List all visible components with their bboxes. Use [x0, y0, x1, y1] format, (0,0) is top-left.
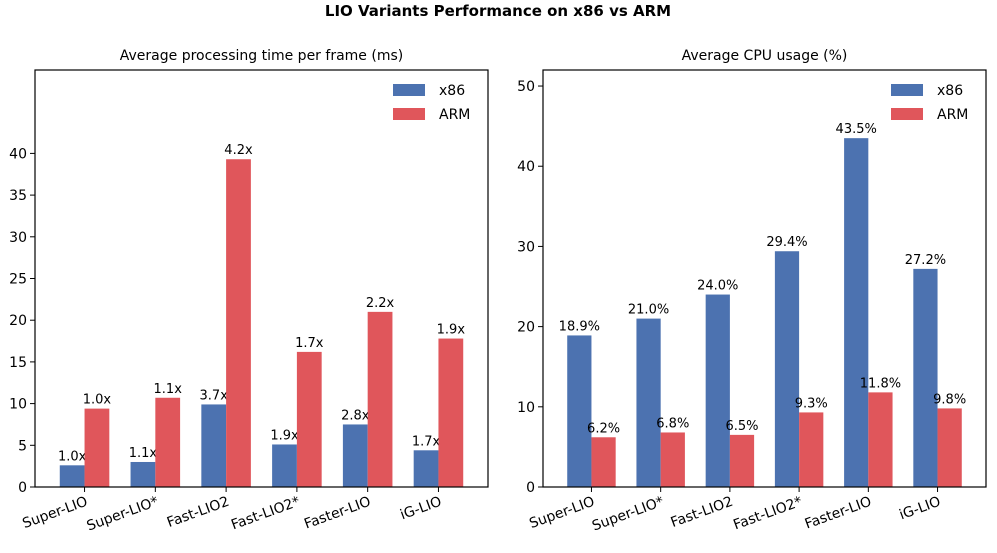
y-tick-label: 5: [18, 438, 27, 454]
legend-swatch-x86: [393, 84, 425, 96]
bar-x86: [636, 318, 661, 487]
x-tick-label: Super-LIO: [527, 494, 596, 532]
x-tick-label: iG-LIO: [897, 494, 943, 524]
y-tick-label: 0: [18, 480, 27, 496]
bar-arm: [226, 159, 251, 487]
plot-frame: [542, 69, 987, 488]
legend-label-x86: x86: [937, 83, 963, 99]
bar-value-label: 1.1x: [129, 446, 158, 461]
bar-value-label: 1.7x: [412, 434, 441, 449]
plot-frame: [34, 69, 489, 488]
bar-value-label: 6.8%: [656, 416, 689, 431]
bar-x86: [774, 251, 800, 487]
chart-title: Average CPU usage (%): [682, 48, 848, 64]
bar-arm: [729, 434, 755, 487]
bar-x86: [844, 138, 869, 488]
y-tick-label: 40: [9, 146, 27, 162]
y-tick-label: 20: [9, 313, 27, 329]
bar-value-label: 2.2x: [366, 296, 395, 311]
bar-x86: [913, 268, 938, 487]
legend-label-x86: x86: [439, 83, 465, 99]
bar-arm: [799, 412, 824, 487]
bar-arm: [591, 437, 616, 487]
bar-arm: [296, 351, 322, 487]
x-tick-label: iG-LIO: [398, 494, 444, 524]
bar-value-label: 27.2%: [905, 253, 946, 268]
chart-title: Average processing time per frame (ms): [120, 48, 403, 64]
bar-x86: [342, 424, 368, 487]
y-tick-label: 30: [9, 230, 27, 246]
y-tick-label: 50: [517, 79, 535, 95]
bar-x86: [272, 444, 297, 487]
bar-x86: [201, 404, 227, 487]
legend-swatch-arm: [393, 108, 425, 120]
x-tick-label: Fast-LIO2: [669, 494, 736, 531]
bar-value-label: 43.5%: [836, 122, 877, 137]
y-tick-label: 0: [526, 480, 535, 496]
bar-value-label: 6.5%: [725, 419, 758, 434]
bar-x86: [567, 335, 592, 487]
bar-x86: [59, 465, 85, 487]
legend-label-arm: ARM: [937, 107, 968, 123]
y-tick-label: 20: [517, 320, 535, 336]
x-tick-label: Super-LIO*: [590, 494, 666, 535]
bar-arm: [367, 311, 393, 487]
bar-value-label: 4.2x: [224, 143, 253, 158]
bar-arm: [868, 392, 893, 487]
y-tick-label: 30: [517, 239, 535, 255]
x-tick-label: Super-LIO: [20, 494, 89, 532]
bar-value-label: 1.9x: [437, 323, 466, 338]
bar-value-label: 9.8%: [933, 392, 966, 407]
bar-value-label: 1.0x: [58, 449, 87, 464]
bar-value-label: 9.3%: [795, 396, 828, 411]
x-tick-label: Faster-LIO: [302, 494, 373, 533]
bar-value-label: 24.0%: [697, 279, 738, 294]
bar-arm: [660, 432, 685, 487]
y-tick-label: 25: [9, 272, 27, 288]
figure-title: LIO Variants Performance on x86 vs ARM: [325, 2, 671, 20]
bar-x86: [705, 294, 730, 487]
legend-swatch-arm: [891, 108, 923, 120]
bar-x86: [130, 461, 156, 487]
bar-value-label: 3.7x: [200, 388, 229, 403]
legend-swatch-x86: [891, 84, 923, 96]
bar-arm: [84, 408, 110, 487]
bar-value-label: 1.1x: [154, 382, 183, 397]
bar-value-label: 1.0x: [83, 393, 112, 408]
y-tick-label: 10: [9, 397, 27, 413]
x-tick-label: Fast-LIO2: [165, 494, 232, 531]
bar-value-label: 11.8%: [860, 376, 901, 391]
bar-arm: [155, 397, 181, 487]
x-tick-label: Fast-LIO2*: [731, 494, 804, 534]
processing-time-chart: Average processing time per frame (ms) 0 5…: [9, 48, 489, 535]
y-tick-label: 10: [517, 400, 535, 416]
bar-x86: [413, 450, 439, 487]
y-tick-label: 15: [9, 355, 27, 371]
bar-arm: [937, 408, 962, 487]
x-tick-label: Super-LIO*: [85, 494, 161, 535]
bar-value-label: 18.9%: [559, 319, 600, 334]
y-tick-label: 35: [9, 188, 27, 204]
bar-value-label: 29.4%: [766, 235, 807, 250]
cpu-usage-chart: Average CPU usage (%) 0 10 20 30 40 50 18.9% 21.…: [517, 48, 987, 535]
bar-arm: [438, 338, 464, 487]
bar-value-label: 1.7x: [295, 336, 324, 351]
legend-label-arm: ARM: [439, 107, 470, 123]
x-tick-label: Fast-LIO2*: [229, 494, 302, 534]
bar-value-label: 6.2%: [587, 421, 620, 436]
y-tick-label: 40: [517, 159, 535, 175]
bar-value-label: 1.9x: [270, 428, 299, 443]
bar-value-label: 21.0%: [628, 303, 669, 318]
bar-value-label: 2.8x: [341, 408, 370, 423]
x-tick-label: Faster-LIO: [803, 494, 874, 533]
